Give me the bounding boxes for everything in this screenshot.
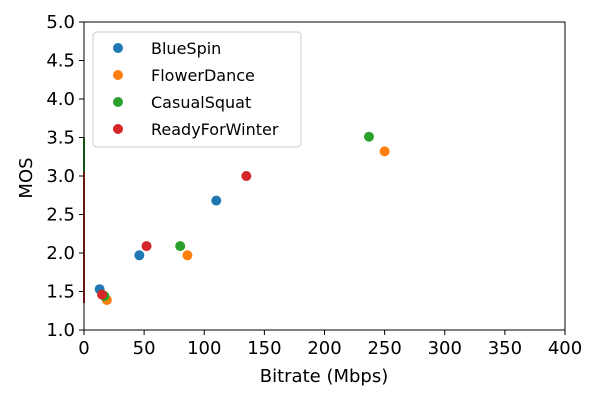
legend-label: ReadyForWinter: [151, 120, 279, 139]
legend: BlueSpin FlowerDance CasualSquat ReadyForWi…: [92, 31, 302, 148]
y-tick-label: 3.5: [46, 128, 75, 149]
point-flowerdance: [182, 250, 193, 261]
x-tick-label: 250: [367, 338, 401, 359]
data-points: [94, 131, 390, 305]
point-bluespin: [211, 195, 222, 206]
point-casualsquat: [363, 131, 374, 142]
y-tick-label: 4.0: [46, 89, 75, 110]
x-axis-label: Bitrate (Mbps): [260, 366, 389, 387]
point-readyforwinter: [97, 289, 108, 300]
point-flowerdance: [379, 146, 390, 157]
x-axis-ticks: 0 50 100 150 200 250 300 350 400: [78, 330, 582, 359]
x-tick-label: 0: [78, 338, 89, 359]
x-tick-label: 50: [133, 338, 156, 359]
x-tick-label: 400: [548, 338, 582, 359]
legend-box: [92, 31, 302, 148]
y-tick-label: 1.5: [46, 282, 75, 303]
y-tick-label: 5.0: [46, 12, 75, 33]
legend-marker-bluespin: [113, 43, 123, 53]
y-axis-label: MOS: [16, 157, 37, 198]
legend-marker-readyforwinter: [113, 124, 123, 134]
plot-frame: [83, 21, 566, 331]
y-tick-label: 1.0: [46, 320, 75, 341]
x-tick-label: 350: [488, 338, 522, 359]
y-axis-ticks: 1.0 1.5 2.0 2.5 3.0 3.5 4.0 4.5 5.0: [46, 12, 84, 341]
legend-marker-casualsquat: [113, 97, 123, 107]
legend-marker-flowerdance: [113, 70, 123, 80]
point-bluespin: [134, 250, 145, 261]
x-tick-label: 200: [307, 338, 341, 359]
y-tick-label: 3.0: [46, 166, 75, 187]
y-tick-label: 4.5: [46, 51, 75, 72]
x-tick-label: 100: [187, 338, 221, 359]
y-tick-label: 2.5: [46, 205, 75, 226]
y-tick-label: 2.0: [46, 243, 75, 264]
legend-label: FlowerDance: [151, 66, 255, 85]
legend-label: BlueSpin: [151, 39, 221, 58]
point-casualsquat: [175, 241, 186, 252]
x-tick-label: 150: [247, 338, 281, 359]
point-readyforwinter: [241, 171, 252, 181]
legend-label: CasualSquat: [151, 93, 251, 112]
point-readyforwinter: [141, 241, 152, 252]
x-tick-label: 300: [428, 338, 462, 359]
